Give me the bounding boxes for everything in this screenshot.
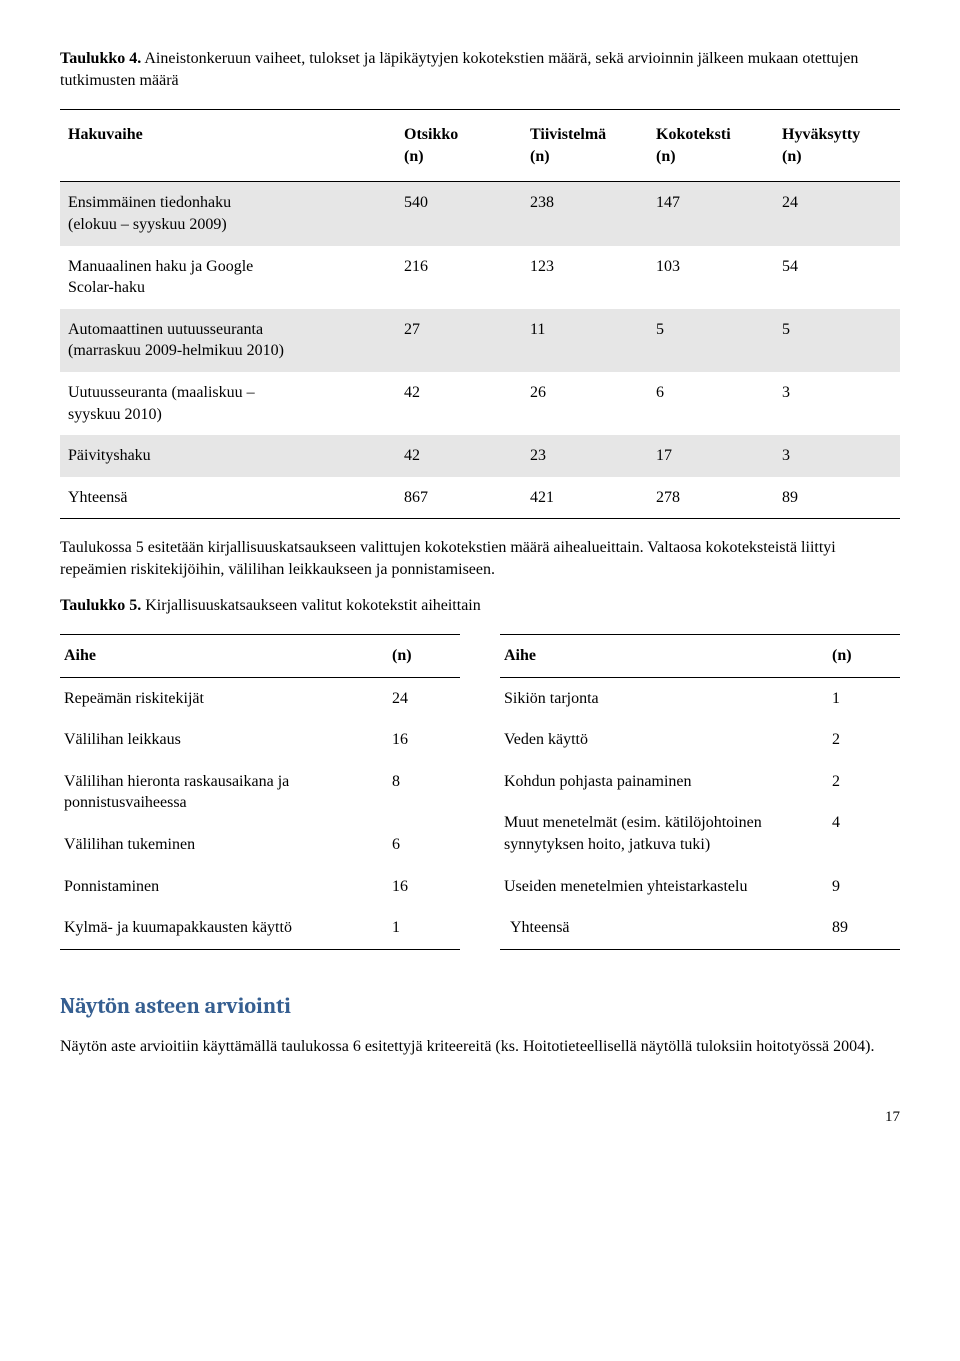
table5-n: 89 (828, 907, 900, 949)
table5-topic: Välilihan tukeminen (60, 824, 388, 866)
table5-left: Aihe(n)Repeämän riskitekijät24Välilihan … (60, 634, 460, 950)
table4: HakuvaiheOtsikko(n)Tiivistelmä(n)Kokotek… (60, 109, 900, 519)
table5-topic: Repeämän riskitekijät (60, 677, 388, 719)
table5-n: 16 (388, 719, 460, 761)
table4-cell: 5 (648, 309, 774, 372)
page-number: 17 (60, 1107, 900, 1127)
table4-cell: 216 (396, 246, 522, 309)
table4-cell: 5 (774, 309, 900, 372)
table4-header-col: Kokoteksti(n) (648, 110, 774, 182)
table5-topic: Veden käyttö (500, 719, 828, 761)
table4-cell: 17 (648, 435, 774, 477)
table5-n: 1 (388, 907, 460, 949)
table5-n: 4 (828, 802, 900, 865)
table4-caption-rest: Aineistonkeruun vaiheet, tulokset ja läp… (60, 50, 858, 89)
table4-cell: 147 (648, 182, 774, 246)
table5-n: 2 (828, 761, 900, 803)
table4-cell: 278 (648, 477, 774, 519)
table5-n: 9 (828, 866, 900, 908)
table4-cell: 421 (522, 477, 648, 519)
table4-cell: 867 (396, 477, 522, 519)
table5-topic: Sikiön tarjonta (500, 677, 828, 719)
table4-cell: 26 (522, 372, 648, 435)
table4-cell: 238 (522, 182, 648, 246)
table5-n: 6 (388, 824, 460, 866)
table5-topic: Välilihan leikkaus (60, 719, 388, 761)
table4-cell: 42 (396, 435, 522, 477)
table4-row-label: Yhteensä (60, 477, 396, 519)
table4-cell: 27 (396, 309, 522, 372)
table4-row-label: Automaattinen uutuusseuranta(marraskuu 2… (60, 309, 396, 372)
table4-row-label: Ensimmäinen tiedonhaku(elokuu – syyskuu … (60, 182, 396, 246)
table5-right: Aihe(n)Sikiön tarjonta1Veden käyttö2Kohd… (500, 634, 900, 950)
table4-cell: 6 (648, 372, 774, 435)
table5-header: (n) (828, 635, 900, 678)
table4-cell: 3 (774, 372, 900, 435)
table5-topic: Kylmä- ja kuumapakkausten käyttö (60, 907, 388, 949)
paragraph-2: Näytön aste arvioitiin käyttämällä taulu… (60, 1036, 900, 1058)
table4-header-col: Tiivistelmä(n) (522, 110, 648, 182)
table5-topic: Ponnistaminen (60, 866, 388, 908)
table4-header-col: Otsikko(n) (396, 110, 522, 182)
table4-header-col: Hyväksytty(n) (774, 110, 900, 182)
table4-caption-bold: Taulukko 4. (60, 50, 141, 67)
table5-n: 16 (388, 866, 460, 908)
table4-cell: 540 (396, 182, 522, 246)
table4-cell: 123 (522, 246, 648, 309)
table4-cell: 103 (648, 246, 774, 309)
table5-wrap: Aihe(n)Repeämän riskitekijät24Välilihan … (60, 634, 900, 960)
table4-header-label: Hakuvaihe (60, 110, 396, 182)
table4-cell: 3 (774, 435, 900, 477)
table5-caption-bold: Taulukko 5. (60, 597, 141, 614)
section-heading: Näytön asteen arviointi (60, 992, 900, 1022)
table4-caption: Taulukko 4. Aineistonkeruun vaiheet, tul… (60, 48, 900, 91)
table5-topic: Välilihan hieronta raskausaikana japonni… (60, 761, 388, 824)
table5-caption-rest: Kirjallisuuskatsaukseen valitut kokoteks… (141, 597, 481, 614)
table5-topic: Kohdun pohjasta painaminen (500, 761, 828, 803)
table5-caption: Taulukko 5. Kirjallisuuskatsaukseen vali… (60, 595, 900, 617)
table5-topic: Useiden menetelmien yhteistarkastelu (500, 866, 828, 908)
table4-row-label: Uutuusseuranta (maaliskuu –syyskuu 2010) (60, 372, 396, 435)
table5-header: Aihe (60, 635, 388, 678)
table4-cell: 42 (396, 372, 522, 435)
table4-cell: 11 (522, 309, 648, 372)
table5-n: 1 (828, 677, 900, 719)
table4-row-label: Manuaalinen haku ja GoogleScolar-haku (60, 246, 396, 309)
table4-cell: 23 (522, 435, 648, 477)
paragraph-1: Taulukossa 5 esitetään kirjallisuuskatsa… (60, 537, 900, 580)
table5-n: 8 (388, 761, 460, 824)
table5-topic: Muut menetelmät (esim. kätilöjohtoinensy… (500, 802, 828, 865)
table4-row-label: Päivityshaku (60, 435, 396, 477)
table5-header: (n) (388, 635, 460, 678)
table5-topic: Yhteensä (500, 907, 828, 949)
table4-cell: 54 (774, 246, 900, 309)
table5-header: Aihe (500, 635, 828, 678)
table4-cell: 24 (774, 182, 900, 246)
table5-n: 24 (388, 677, 460, 719)
table5-n: 2 (828, 719, 900, 761)
table4-cell: 89 (774, 477, 900, 519)
